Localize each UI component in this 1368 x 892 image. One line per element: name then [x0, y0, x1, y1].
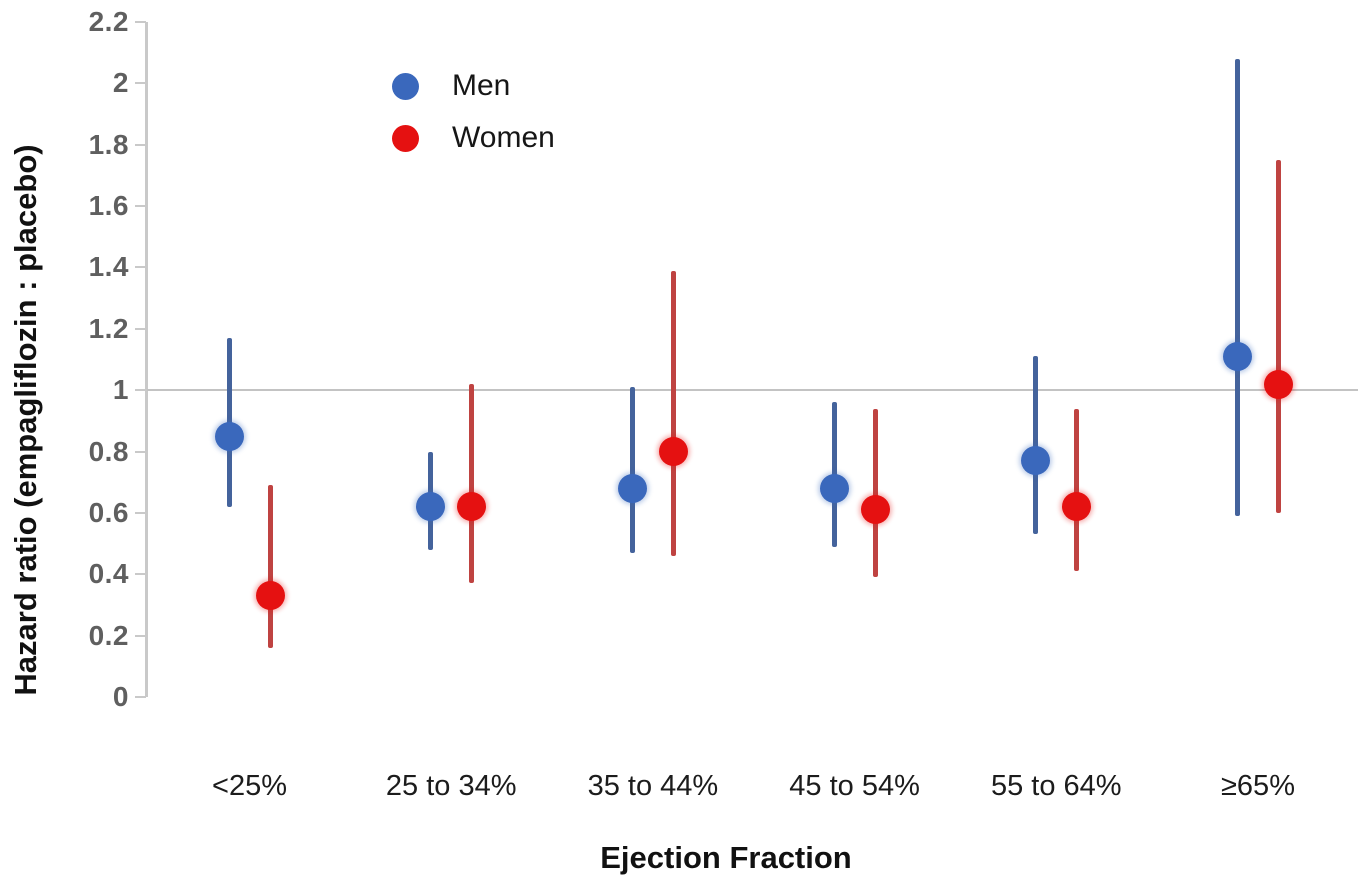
y-tick-label: 1.4 — [88, 251, 129, 283]
women-series-swatch — [392, 124, 419, 152]
y-axis-title: Hazard ratio (empagliflozin : placebo) — [8, 144, 43, 696]
y-tick-label: 2 — [112, 67, 129, 99]
y-axis-tick — [135, 450, 146, 453]
reference-line-hr-1 — [147, 389, 1358, 392]
y-axis-line — [145, 22, 148, 697]
data-point-men — [819, 473, 849, 503]
y-axis-tick — [135, 20, 146, 23]
y-tick-label: 2.2 — [88, 5, 129, 37]
y-tick-label: 0.2 — [88, 619, 129, 651]
error-bar-women — [1276, 160, 1281, 513]
data-point-women — [1062, 492, 1092, 522]
data-point-women — [1264, 369, 1293, 399]
y-tick-label: 0 — [112, 681, 129, 712]
error-bar-women — [670, 270, 676, 556]
category-label: 55 to 64% — [990, 770, 1122, 802]
y-tick-label: 1.8 — [88, 128, 129, 160]
men-series-swatch — [392, 72, 419, 100]
category-label: 25 to 34% — [385, 770, 517, 802]
error-bar-men — [1235, 58, 1240, 516]
y-axis-tick — [135, 573, 146, 576]
category-label: <25% — [212, 770, 287, 802]
error-bar-men — [629, 387, 635, 553]
y-axis-tick — [135, 696, 146, 698]
y-axis-tick — [135, 266, 146, 269]
y-axis-tick — [135, 327, 146, 330]
x-axis-title: Ejection Fraction — [600, 840, 852, 875]
legend-label-women: Women — [452, 121, 555, 154]
y-tick-label: 1.2 — [88, 312, 129, 344]
legend-label-men: Men — [452, 69, 511, 102]
data-point-men — [1223, 341, 1252, 371]
data-point-women — [860, 495, 890, 525]
y-tick-label: 0.6 — [88, 496, 129, 528]
data-point-men — [617, 473, 647, 503]
error-bar-women — [872, 408, 878, 578]
data-point-women — [255, 581, 285, 611]
error-bar-women — [267, 485, 273, 648]
category-label: ≥65% — [1221, 770, 1295, 802]
legend-item-men: Men — [392, 60, 555, 112]
y-tick-label: 0.4 — [88, 558, 129, 590]
data-point-men — [416, 492, 446, 522]
y-tick-label: 1.6 — [88, 190, 129, 222]
data-point-women — [457, 492, 487, 522]
y-tick-label: 0.8 — [88, 435, 129, 467]
y-axis-tick — [135, 143, 146, 146]
category-label: 35 to 44% — [587, 770, 719, 802]
data-point-men — [214, 421, 244, 451]
y-tick-label: 1 — [112, 374, 129, 406]
category-label: 45 to 54% — [789, 770, 920, 802]
y-axis-tick — [135, 205, 146, 208]
y-axis-tick — [135, 634, 146, 637]
data-point-women — [658, 437, 688, 467]
y-axis-tick — [135, 511, 146, 514]
y-axis-tick — [135, 389, 146, 392]
error-bar-women — [469, 384, 475, 584]
legend: Men Women — [392, 60, 555, 164]
data-point-men — [1021, 446, 1051, 476]
y-axis-tick — [135, 82, 146, 85]
error-bar-women — [1074, 408, 1080, 572]
error-bar-men — [1033, 356, 1039, 535]
legend-item-women: Women — [392, 112, 555, 164]
